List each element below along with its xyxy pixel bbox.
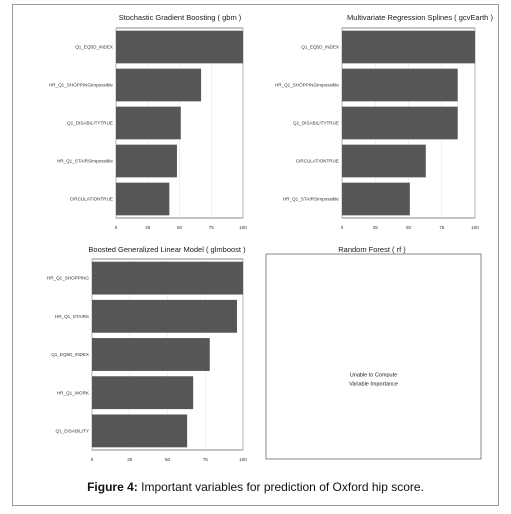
status-message: Unable to Compute bbox=[350, 373, 397, 379]
x-tick-label: 100 bbox=[239, 457, 247, 462]
bar bbox=[92, 261, 243, 295]
category-label: HR_Q1_STAIRS bbox=[55, 314, 89, 319]
caption-label: Figure 4: bbox=[87, 480, 138, 494]
x-tick-label: 0 bbox=[91, 457, 94, 462]
category-label: Q1_EQ5D_INDEX bbox=[75, 45, 113, 50]
category-label: HR_Q1_STAIRSImpossible bbox=[283, 197, 340, 202]
category-label: HR_Q1_SHOPPING bbox=[47, 276, 90, 281]
category-label: HR_Q1_SHOPPINGImpossible bbox=[275, 83, 340, 88]
bar bbox=[342, 30, 475, 64]
bar bbox=[342, 182, 410, 216]
bar bbox=[342, 68, 458, 102]
bar bbox=[116, 30, 243, 64]
bar bbox=[116, 144, 177, 178]
category-label: HR_Q1_STAIRSImpossible bbox=[57, 159, 114, 164]
panel-title: Boosted Generalized Linear Model ( glmbo… bbox=[88, 245, 246, 254]
figure-caption: Figure 4: Important variables for predic… bbox=[12, 480, 499, 494]
bar bbox=[116, 182, 170, 216]
category-label: HR_Q1_WORK bbox=[57, 390, 90, 395]
category-label: HR_Q1_SHOPPINGImpossible bbox=[49, 83, 114, 88]
bar bbox=[116, 106, 181, 140]
bar bbox=[116, 68, 202, 102]
x-tick-label: 25 bbox=[145, 225, 151, 230]
x-tick-label: 50 bbox=[406, 225, 412, 230]
x-tick-label: 25 bbox=[127, 457, 133, 462]
x-tick-label: 25 bbox=[373, 225, 379, 230]
bar bbox=[92, 299, 237, 333]
x-tick-label: 50 bbox=[177, 225, 183, 230]
category-label: Q1_DISABILITY bbox=[56, 429, 89, 434]
category-label: Q1_EQ5D_INDEX bbox=[301, 45, 339, 50]
status-message: Variable Importance bbox=[349, 382, 398, 388]
bar bbox=[92, 338, 210, 371]
x-tick-label: 0 bbox=[115, 225, 118, 230]
x-tick-label: 0 bbox=[341, 225, 344, 230]
category-label: Q1_EQ5D_INDEX bbox=[51, 352, 89, 357]
x-tick-label: 75 bbox=[203, 457, 209, 462]
bar bbox=[342, 106, 458, 140]
category-label: Q1_DISABILITYTRUE bbox=[293, 121, 339, 126]
panel-title: Random Forest ( rf ) bbox=[338, 245, 406, 254]
bar bbox=[342, 144, 426, 178]
plot-area bbox=[265, 253, 482, 460]
caption-text: Important variables for prediction of Ox… bbox=[141, 480, 424, 494]
panel-rf: Random Forest ( rf ) Unable to Compute Var… bbox=[265, 245, 482, 460]
bar bbox=[92, 376, 194, 410]
category-label: CIRCULATIONTRUE bbox=[70, 197, 113, 202]
panel-gbm: Stochastic Gradient Boosting ( gbm ) Q1_E… bbox=[49, 13, 247, 230]
panel-glmboost: Boosted Generalized Linear Model ( glmbo… bbox=[47, 245, 247, 462]
x-tick-label: 75 bbox=[209, 225, 215, 230]
x-tick-label: 100 bbox=[239, 225, 247, 230]
category-label: Q1_DISABILITYTRUE bbox=[67, 121, 113, 126]
panel-gcvearth: Multivariate Regression Splines ( gcvEar… bbox=[275, 13, 494, 230]
x-tick-label: 50 bbox=[165, 457, 171, 462]
bar bbox=[92, 414, 188, 448]
category-label: CIRCULATIONTRUE bbox=[296, 159, 339, 164]
x-tick-label: 100 bbox=[471, 225, 479, 230]
x-tick-label: 75 bbox=[439, 225, 445, 230]
panel-title: Multivariate Regression Splines ( gcvEar… bbox=[347, 13, 493, 22]
panel-title: Stochastic Gradient Boosting ( gbm ) bbox=[119, 13, 242, 22]
